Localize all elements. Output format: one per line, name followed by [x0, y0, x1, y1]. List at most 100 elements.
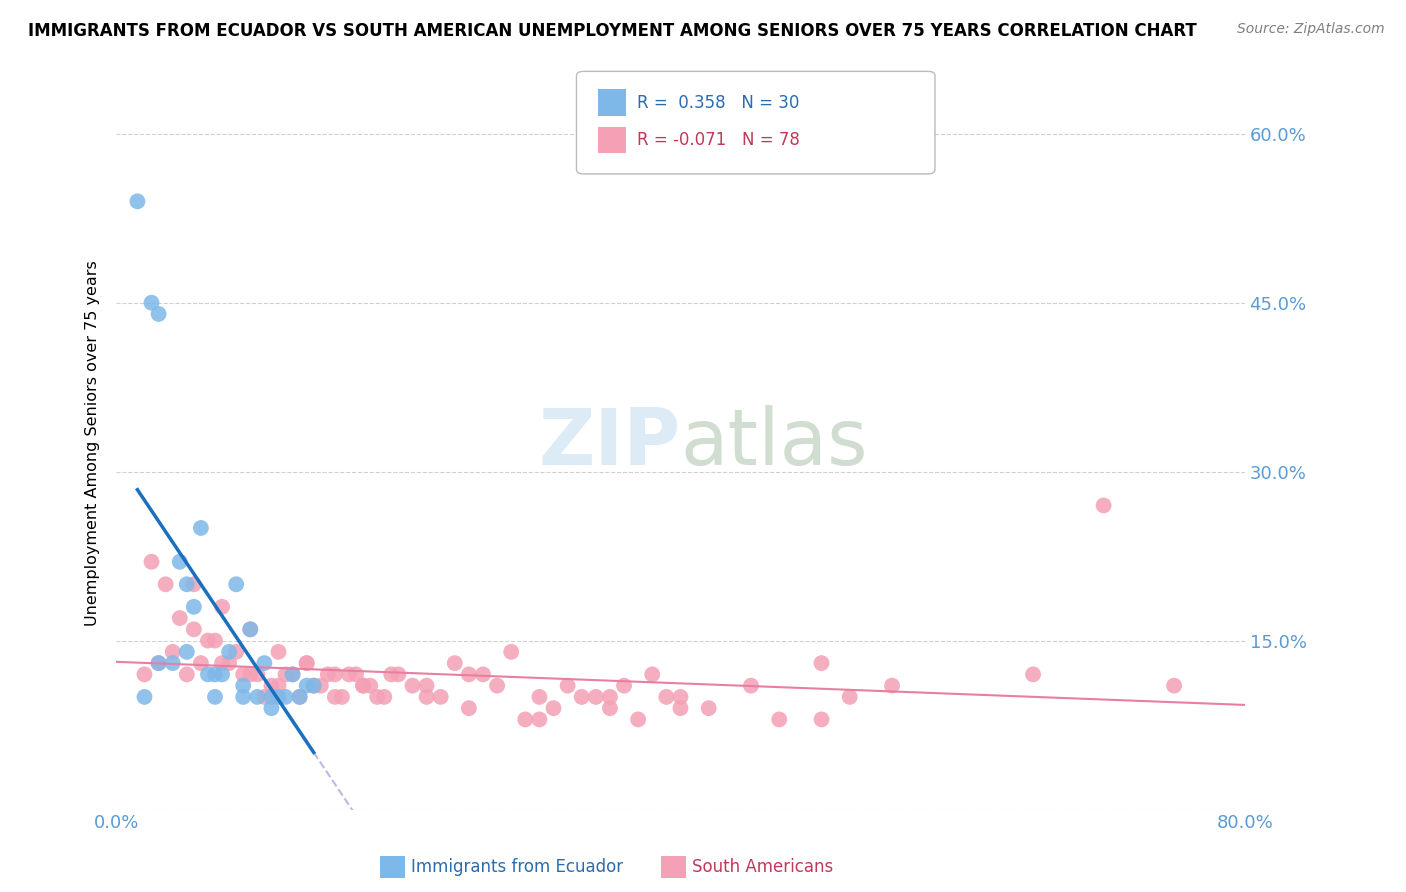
Point [1163, 679, 1185, 693]
Point [253, 656, 276, 670]
Point [134, 690, 156, 704]
Point [197, 633, 219, 648]
Point [148, 656, 170, 670]
Point [204, 690, 226, 704]
Point [599, 701, 621, 715]
Point [260, 701, 283, 715]
Point [571, 690, 593, 704]
Point [838, 690, 860, 704]
Text: South Americans: South Americans [692, 858, 832, 876]
Text: R = -0.071   N = 78: R = -0.071 N = 78 [637, 131, 800, 149]
Point [260, 679, 283, 693]
Point [697, 701, 720, 715]
Point [148, 656, 170, 670]
Point [155, 577, 177, 591]
Point [472, 667, 495, 681]
Point [557, 679, 579, 693]
Point [225, 577, 247, 591]
Point [127, 194, 149, 209]
Point [183, 577, 205, 591]
Point [457, 701, 479, 715]
Point [585, 690, 607, 704]
Point [457, 667, 479, 681]
Point [429, 690, 451, 704]
Point [669, 690, 692, 704]
Point [288, 690, 311, 704]
Point [352, 679, 374, 693]
Point [415, 679, 437, 693]
Point [655, 690, 678, 704]
Point [239, 623, 262, 637]
Point [669, 701, 692, 715]
Point [246, 667, 269, 681]
Point [501, 645, 523, 659]
Point [627, 713, 650, 727]
Point [169, 555, 191, 569]
Point [211, 656, 233, 670]
Point [239, 623, 262, 637]
Point [359, 679, 381, 693]
Point [401, 679, 423, 693]
Point [232, 679, 254, 693]
Point [529, 690, 551, 704]
Point [295, 679, 318, 693]
Point [169, 611, 191, 625]
Point [515, 713, 537, 727]
Point [176, 577, 198, 591]
Point [810, 713, 832, 727]
Point [641, 667, 664, 681]
Point [366, 690, 388, 704]
Point [267, 679, 290, 693]
Point [211, 599, 233, 614]
Point [486, 679, 509, 693]
Point [330, 690, 353, 704]
Point [323, 667, 346, 681]
Point [302, 679, 325, 693]
Point [267, 645, 290, 659]
Point [880, 679, 903, 693]
Point [1092, 499, 1115, 513]
Point [134, 667, 156, 681]
Point [337, 667, 360, 681]
Point [380, 667, 402, 681]
Point [302, 679, 325, 693]
Point [204, 667, 226, 681]
Point [344, 667, 367, 681]
Point [218, 645, 240, 659]
Point [232, 667, 254, 681]
Point [211, 667, 233, 681]
Point [295, 656, 318, 670]
Point [543, 701, 565, 715]
Text: R =  0.358   N = 30: R = 0.358 N = 30 [637, 94, 799, 112]
Point [183, 623, 205, 637]
Point [162, 656, 184, 670]
Point [316, 667, 339, 681]
Point [162, 645, 184, 659]
Point [387, 667, 409, 681]
Point [281, 667, 304, 681]
Point [768, 713, 790, 727]
Point [288, 690, 311, 704]
Point [246, 690, 269, 704]
Point [197, 667, 219, 681]
Point [274, 690, 297, 704]
Point [352, 679, 374, 693]
Point [190, 521, 212, 535]
Point [253, 690, 276, 704]
Point [141, 555, 163, 569]
Text: atlas: atlas [681, 406, 868, 482]
Point [183, 599, 205, 614]
Point [443, 656, 465, 670]
Point [232, 690, 254, 704]
Point [373, 690, 395, 704]
Point [415, 690, 437, 704]
Point [295, 656, 318, 670]
Point [239, 667, 262, 681]
Point [529, 713, 551, 727]
Point [323, 690, 346, 704]
Point [740, 679, 762, 693]
Point [141, 295, 163, 310]
Text: ZIP: ZIP [538, 406, 681, 482]
Point [148, 307, 170, 321]
Point [281, 667, 304, 681]
